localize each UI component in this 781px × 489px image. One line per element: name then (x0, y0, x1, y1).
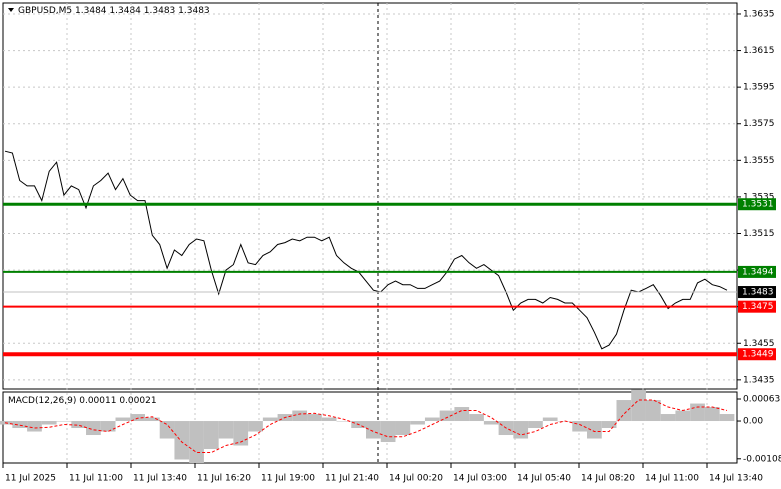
y-tick-label: 1.3555 (743, 156, 775, 166)
macd-bar (631, 389, 646, 422)
y-tick-label: 1.3455 (743, 339, 775, 349)
indicator-reading: 0.00011 (79, 396, 116, 406)
macd-bar (645, 400, 661, 422)
macd-bar (100, 421, 116, 432)
macd-bar (115, 417, 131, 422)
x-tick-label: 14 Jul 05:40 (517, 474, 571, 484)
macd-bar (248, 421, 263, 432)
y-tick-label: 1.3575 (743, 119, 775, 129)
indicator-name: MACD(12,26,9) (8, 396, 76, 406)
macd-bar (27, 421, 42, 432)
level-label: 1.3449 (742, 350, 774, 360)
macd-bar (410, 421, 425, 425)
x-tick-label: 11 Jul 16:20 (197, 474, 251, 484)
level-label-bg (738, 300, 776, 313)
y-tick-label: -0.00108 (743, 454, 781, 464)
last-price-bg (738, 286, 776, 299)
macd-bar (616, 400, 632, 422)
x-tick-label: 11 Jul 13:40 (133, 474, 187, 484)
x-tick-label: 11 Jul 2025 (5, 474, 56, 484)
macd-bar (262, 417, 278, 422)
signal-line (4, 399, 728, 453)
macd-bar (56, 421, 72, 422)
macd-bar (380, 421, 396, 443)
macd-bar (71, 421, 87, 429)
macd-bar (218, 421, 234, 439)
y-tick-label: 1.3535 (743, 192, 775, 202)
ohlc-value: 1.3484 (75, 6, 107, 16)
macd-bar (469, 414, 484, 422)
macd-bar (395, 421, 411, 436)
indicator-reading: 0.00021 (119, 396, 156, 406)
x-tick-label: 11 Jul 11:00 (69, 474, 123, 484)
y-tick-label: 1.3435 (743, 375, 775, 385)
macd-bar (203, 421, 219, 450)
macd-bar (601, 421, 617, 429)
macd-bar (86, 421, 101, 436)
macd-bar (174, 421, 190, 460)
level-label: 1.3531 (742, 200, 774, 210)
y-tick-label: 1.3635 (743, 9, 775, 19)
level-label-bg (738, 265, 776, 278)
macd-bar (189, 421, 204, 463)
symbol: GBPUSD,M5 (18, 6, 72, 16)
x-tick-label: 11 Jul 21:40 (325, 474, 379, 484)
macd-bar (130, 414, 145, 422)
macd-bar (233, 421, 249, 446)
x-tick-label: 14 Jul 00:20 (389, 474, 443, 484)
ohlc-value: 1.3484 (109, 6, 141, 16)
macd-bar (144, 417, 160, 422)
macd-bar (424, 417, 440, 422)
macd-bar (292, 410, 308, 422)
macd-bar (719, 414, 735, 422)
macd-bar (587, 421, 602, 439)
macd-bar (528, 421, 543, 429)
main-panel (2, 2, 738, 390)
ohlc-value: 1.3483 (178, 6, 210, 16)
y-tick-label: 1.3615 (743, 46, 775, 56)
y-tick-label: 1.3515 (743, 229, 775, 239)
macd-bar (41, 421, 57, 425)
x-tick-label: 14 Jul 13:40 (709, 474, 763, 484)
level-label: 1.3494 (742, 267, 774, 277)
macd-bar (704, 407, 720, 422)
macd-bar (572, 421, 588, 432)
macd-bar (307, 414, 322, 422)
macd-bar (675, 410, 691, 422)
x-tick-label: 14 Jul 03:00 (453, 474, 507, 484)
level-label-bg (738, 348, 776, 361)
menu-arrow (8, 8, 14, 12)
macd-bar (439, 410, 455, 422)
macd-bar (690, 403, 705, 422)
macd-header: MACD(12,26,9) 0.00011 0.00021 (8, 396, 157, 406)
x-tick-label: 11 Jul 19:00 (261, 474, 315, 484)
ohlc-value: 1.3483 (144, 6, 176, 16)
y-tick-label: 1.3595 (743, 83, 775, 93)
macd-bar (12, 421, 28, 429)
level-label-bg (738, 198, 776, 211)
macd-bar (660, 414, 676, 422)
macd-bar (483, 421, 499, 425)
y-tick-label: 0.00 (743, 417, 763, 427)
macd-bar (454, 407, 470, 422)
macd-bar (513, 421, 529, 439)
macd-bar (321, 417, 337, 422)
macd-bar (159, 421, 175, 439)
y-tick-label: 0.00063 (743, 394, 780, 404)
chart-header: GBPUSD,M5 1.3484 1.3484 1.3483 1.3483 (18, 6, 210, 16)
last-price-label: 1.3483 (742, 288, 774, 298)
x-tick-label: 14 Jul 08:20 (581, 474, 635, 484)
price-line (4, 150, 728, 350)
x-tick-label: 14 Jul 11:00 (645, 474, 699, 484)
level-label: 1.3475 (742, 302, 774, 312)
macd-bar (336, 421, 352, 422)
macd-bar (366, 421, 381, 439)
macd-bar (542, 417, 558, 422)
